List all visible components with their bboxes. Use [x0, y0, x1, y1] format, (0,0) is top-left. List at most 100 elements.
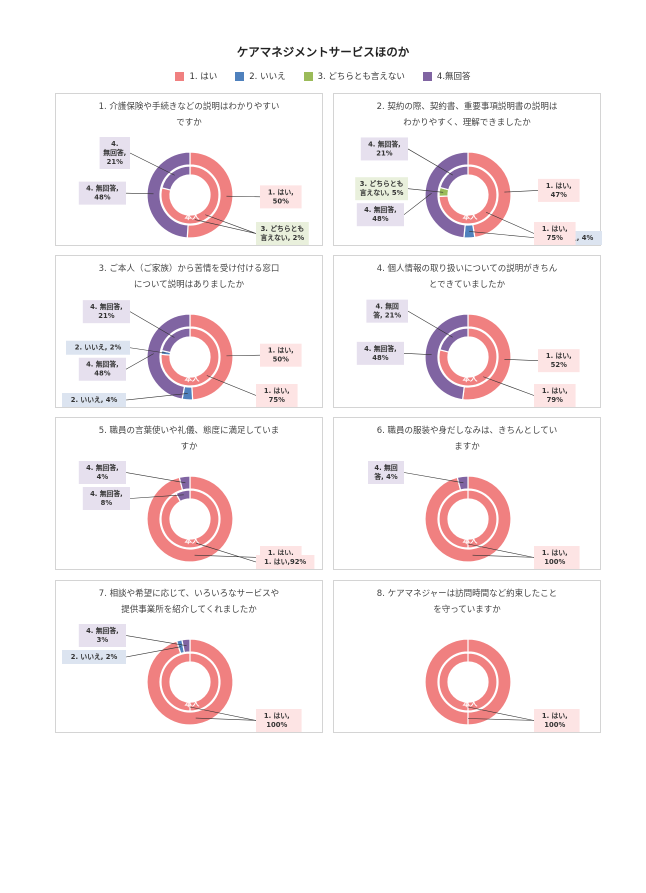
leader-line	[467, 543, 535, 558]
data-label: 1. はい,	[542, 387, 568, 395]
data-label: 4. 無回答,	[86, 184, 119, 193]
data-label-box	[256, 384, 298, 407]
legend-label-yes: 1. はい	[189, 72, 218, 82]
ring-label-family: 家族	[185, 688, 200, 698]
chart-title-line: 1. 介護保険や手続きなどの説明はわかりやすい	[98, 102, 280, 112]
chart-title: 5. 職員の言葉使いや礼儀、態度に満足していま すか	[66, 423, 312, 455]
slice-outer-no-answer	[456, 475, 469, 491]
chart-title-line: を守っていますか	[433, 605, 501, 615]
data-label-box	[66, 340, 130, 355]
data-label-box	[78, 624, 126, 647]
slice-inner-yes	[160, 327, 220, 387]
data-label-box	[82, 300, 130, 324]
data-label: 1. はい,	[546, 182, 572, 190]
data-label: 79%	[547, 396, 563, 404]
legend: 1. はい 2. いいえ 3. どちらとも言えない 4.無回答	[0, 70, 646, 82]
data-label: 52%	[551, 361, 567, 369]
ring-label-family: 家族	[463, 688, 478, 698]
data-label: 4. 無回答,	[86, 626, 119, 635]
data-label: 4. 無回答,	[364, 205, 397, 214]
legend-item-yes: 1. はい	[175, 70, 217, 82]
page-title: ケアマネジメントサービスほのか	[236, 45, 410, 59]
chart-grid: 1. 介護保険や手続きなどの説明はわかりやすい ですか 家族 本人 1. はい, 50% 4…	[55, 93, 602, 743]
ring-label-family: 家族	[185, 201, 200, 211]
data-label-box	[82, 487, 130, 510]
legend-swatch-yes	[175, 71, 185, 81]
legend-swatch-neutral	[303, 71, 313, 81]
data-label: 4. 無回答,	[364, 344, 397, 353]
data-label: 100%	[544, 721, 565, 729]
ring-label-self: 本人	[462, 535, 478, 545]
slice-outer-no-answer	[146, 313, 191, 400]
data-label-box	[360, 137, 408, 161]
leader-line	[467, 718, 539, 721]
data-label: 3%	[97, 636, 109, 644]
data-label-box	[368, 461, 404, 484]
ring-label-self: 本人	[462, 698, 478, 708]
data-label: 1. はい,	[268, 347, 294, 355]
leader-line	[125, 646, 181, 658]
leader-line	[194, 219, 257, 234]
leader-line	[407, 148, 453, 176]
slice-inner-yes	[160, 489, 220, 549]
leader-line	[129, 494, 184, 499]
data-label: 1. はい,	[268, 188, 294, 196]
data-label: 4.	[111, 140, 118, 148]
chart-title: 3. ご本人（ご家族）から苦情を受け付ける窓口 について説明はありましたか	[66, 261, 312, 293]
leader-line	[206, 375, 257, 396]
ring-label-family: 家族	[185, 525, 200, 535]
data-label-box	[260, 185, 302, 209]
data-label: 8%	[101, 499, 113, 507]
slice-outer-no-answer	[424, 313, 469, 401]
data-label-box	[534, 384, 576, 407]
slice-inner-yes	[160, 165, 220, 225]
chart-title-line: 8. ケアマネジャーは訪問時間など約束したこと	[376, 589, 558, 599]
ring-label-self: 本人	[462, 373, 478, 383]
chart-panel-4: 4. 個人情報の取り扱いについての説明がきちん とできていましたか家族 本人 1. は…	[333, 255, 601, 408]
legend-label-no-answer: 4.無回答	[436, 72, 471, 82]
chart-title-line: 6. 職員の服装や身だしなみは、きちんとしてい	[376, 426, 558, 436]
data-label: 1. はい,	[542, 225, 568, 233]
legend-label-neutral: 3. どちらとも言えない	[317, 72, 405, 82]
data-label: 50%	[273, 356, 289, 364]
ring-label-family: 家族	[463, 201, 478, 211]
data-label-box	[534, 222, 576, 245]
slice-inner-no-answer	[175, 489, 191, 503]
chart-panel-3: 3. ご本人（ご家族）から苦情を受け付ける窓口 について説明はありましたか 家族 本人…	[55, 255, 323, 408]
chart-title-line: ますか	[454, 442, 480, 452]
data-label-box	[62, 650, 126, 664]
data-label-box	[256, 555, 315, 569]
chart-title-line: わかりやすく、理解できましたか	[403, 118, 531, 128]
chart-title: 8. ケアマネジャーは訪問時間など約束したこと を守っていますか	[344, 586, 590, 618]
legend-item-neutral: 3. どちらとも言えない	[303, 70, 405, 82]
ring-label-family: 家族	[463, 363, 478, 373]
slice-outer-no-answer	[146, 151, 191, 239]
data-label-box	[356, 341, 404, 365]
leader-line	[125, 472, 186, 484]
legend-item-no-answer: 4.無回答	[422, 70, 471, 82]
chart-title-line: 4. 個人情報の取り扱いについての説明がきちん	[376, 264, 558, 274]
slice-inner-yes	[160, 652, 220, 712]
data-label: 4%	[97, 473, 109, 481]
ring-label-self: 本人	[184, 211, 200, 221]
data-label: 48%	[94, 194, 110, 202]
leader-line	[125, 353, 154, 370]
data-label: 1. はい,	[542, 712, 568, 720]
data-label: 答, 21%	[373, 311, 401, 320]
ring-label-self: 本人	[184, 535, 200, 545]
chart-title-line: とできていましたか	[428, 280, 506, 290]
ring-label-self: 本人	[184, 373, 200, 383]
leader-line	[407, 310, 453, 338]
data-label: 100%	[544, 558, 565, 566]
chart-title: 6. 職員の服装や身だしなみは、きちんとしてい ますか	[344, 423, 590, 455]
leader-line	[407, 188, 444, 193]
data-label: 1. はい,	[542, 549, 568, 557]
leader-line	[125, 192, 154, 195]
